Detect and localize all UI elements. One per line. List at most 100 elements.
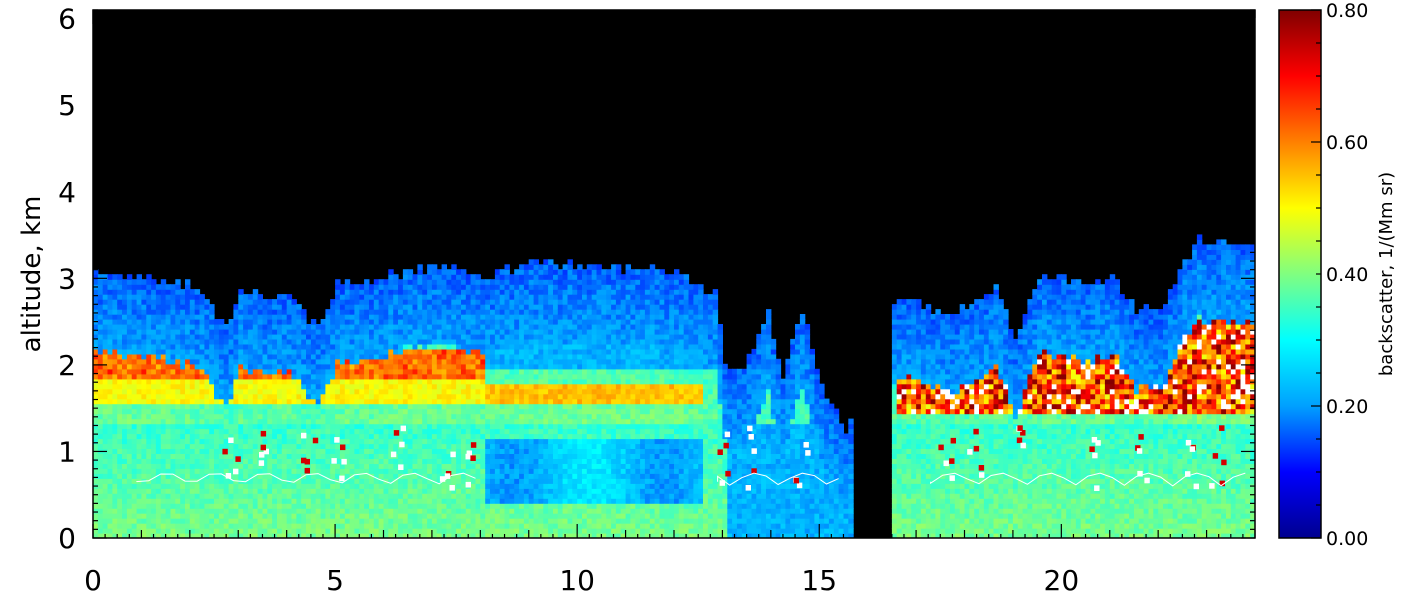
heatmap-cell	[199, 453, 205, 459]
heatmap-cell	[383, 373, 389, 380]
heatmap-cell	[436, 483, 443, 489]
heatmap-cell	[412, 483, 418, 489]
heatmap-cell	[494, 284, 501, 290]
heatmap-cell	[499, 343, 506, 350]
heatmap-cell	[407, 523, 414, 529]
heatmap-cell	[170, 493, 176, 499]
heatmap-cell	[543, 513, 549, 519]
heatmap-cell	[160, 513, 167, 519]
heatmap-cell	[141, 324, 147, 330]
heatmap-cell	[412, 353, 418, 360]
heatmap-cell	[344, 508, 351, 514]
heatmap-cell	[97, 533, 104, 538]
heatmap-cell	[126, 348, 133, 355]
heatmap-cell	[238, 433, 244, 440]
heatmap-cell	[339, 309, 346, 315]
heatmap-cell	[431, 493, 438, 499]
heatmap-cell	[151, 373, 157, 380]
heatmap-cell	[252, 299, 259, 305]
heatmap-cell	[523, 463, 530, 469]
heatmap-cell	[451, 398, 457, 405]
heatmap-cell	[155, 338, 162, 345]
heatmap-cell	[155, 373, 162, 380]
heatmap-cell	[214, 533, 220, 538]
heatmap-cell	[272, 433, 278, 440]
heatmap-cell	[151, 314, 157, 320]
heatmap-cell	[257, 319, 263, 325]
heatmap-cell	[553, 329, 559, 335]
heatmap-cell	[393, 324, 399, 330]
heatmap-cell	[451, 378, 457, 385]
heatmap-cell	[543, 433, 549, 440]
heatmap-cell	[257, 518, 263, 524]
heatmap-cell	[175, 314, 181, 320]
heatmap-cell	[543, 443, 549, 449]
heatmap-cell	[252, 319, 259, 325]
heatmap-cell	[562, 478, 568, 484]
heatmap-cell	[533, 518, 539, 524]
heatmap-cell	[533, 274, 539, 280]
heatmap-cell	[228, 488, 234, 494]
heatmap-cell	[335, 448, 341, 454]
heatmap-cell	[131, 343, 138, 350]
heatmap-cell	[272, 368, 278, 375]
heatmap-cell	[199, 353, 205, 360]
heatmap-cell	[122, 343, 128, 350]
heatmap-cell	[296, 528, 302, 534]
heatmap-cell	[204, 533, 210, 538]
heatmap-cell	[528, 433, 535, 440]
heatmap-cell	[509, 343, 515, 350]
heatmap-cell	[272, 388, 278, 395]
heatmap-cell	[330, 453, 336, 459]
heatmap-cell	[470, 398, 476, 405]
heatmap-cell	[470, 383, 476, 390]
heatmap-cell	[107, 314, 113, 320]
heatmap-cell	[107, 403, 113, 410]
heatmap-cell	[335, 403, 341, 410]
heatmap-cell	[494, 443, 501, 449]
heatmap-cell	[136, 448, 142, 454]
heatmap-cell	[185, 299, 191, 305]
heatmap-cell	[344, 279, 351, 285]
heatmap-cell	[325, 393, 331, 400]
heatmap-cell	[441, 353, 447, 360]
heatmap-cell	[499, 443, 506, 449]
heatmap-cell	[557, 433, 564, 440]
heatmap-cell	[310, 523, 317, 529]
heatmap-cell	[267, 488, 273, 494]
heatmap-cell	[470, 493, 476, 499]
heatmap-cell	[436, 443, 443, 449]
heatmap-cell	[412, 428, 418, 435]
heatmap-cell	[199, 513, 205, 519]
heatmap-cell	[141, 299, 147, 305]
heatmap-cell	[281, 304, 288, 310]
heatmap-cell	[359, 358, 365, 365]
heatmap-cell	[175, 443, 181, 449]
heatmap-cell	[456, 353, 462, 360]
heatmap-cell	[398, 319, 404, 325]
heatmap-cell	[257, 324, 263, 330]
heatmap-cell	[257, 338, 263, 345]
heatmap-cell	[281, 428, 288, 435]
heatmap-cell	[117, 443, 123, 449]
heatmap-cell	[126, 353, 133, 360]
heatmap-cell	[533, 453, 539, 459]
heatmap-cell	[456, 528, 462, 534]
heatmap-cell	[465, 284, 472, 290]
heatmap-cell	[509, 503, 515, 509]
heatmap-cell	[494, 403, 501, 410]
heatmap-cell	[257, 438, 263, 445]
heatmap-cell	[107, 418, 113, 425]
heatmap-cell	[330, 428, 336, 435]
heatmap-cell	[388, 373, 394, 380]
heatmap-cell	[553, 528, 559, 534]
heatmap-cell	[267, 329, 273, 335]
heatmap-cell	[436, 418, 443, 425]
heatmap-cell	[562, 433, 568, 440]
heatmap-cell	[461, 398, 467, 405]
heatmap-cell	[151, 523, 157, 529]
heatmap-cell	[272, 373, 278, 380]
heatmap-cell	[383, 279, 389, 285]
heatmap-cell	[543, 373, 549, 380]
heatmap-cell	[504, 533, 510, 538]
